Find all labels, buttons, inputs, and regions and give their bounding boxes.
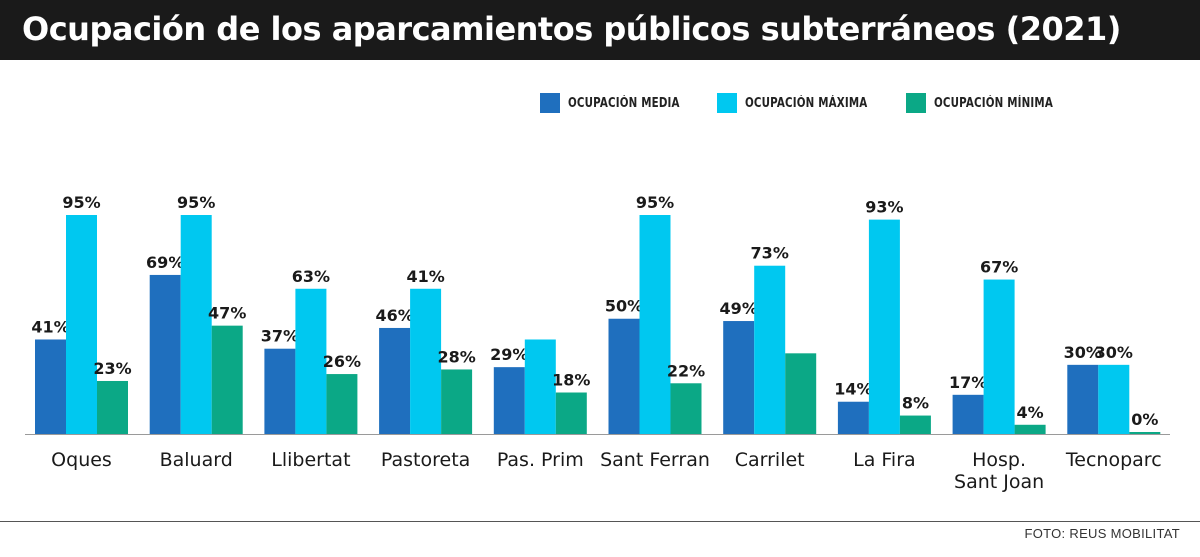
bar-carrilet-ocupacion-maxima <box>754 265 786 434</box>
data-label-la-fira-ocupacion-media: 14% <box>834 380 872 399</box>
data-label-pas-prim-ocupacion-media: 29% <box>490 345 528 364</box>
bar-la-fira-ocupacion-maxima <box>868 219 900 434</box>
data-label-pas-prim-ocupacion-minima: 18% <box>552 371 590 390</box>
photo-credit: FOTO: REUS MOBILITAT <box>1024 526 1180 541</box>
legend-label-media: OCUPACIÓN MEDIA <box>568 95 680 111</box>
data-label-pastoreta-ocupacion-maxima: 41% <box>406 267 444 286</box>
category-label-la-fira: La Fira <box>853 449 916 471</box>
bar-baluard-ocupacion-minima <box>211 325 243 434</box>
bar-tecnoparc-ocupacion-minima <box>1129 432 1161 434</box>
legend-swatch-maxima <box>716 93 737 113</box>
bar-pastoreta-ocupacion-minima <box>441 369 473 434</box>
data-label-carrilet-ocupacion-media: 49% <box>720 299 758 318</box>
data-label-sant-ferran-ocupacion-maxima: 95% <box>636 193 674 212</box>
bar-tecnoparc-ocupacion-maxima <box>1098 364 1130 434</box>
data-label-llibertat-ocupacion-media: 37% <box>261 327 299 346</box>
data-label-llibertat-ocupacion-maxima: 63% <box>292 267 330 286</box>
bar-hosp-sant-joan-ocupacion-media <box>952 394 984 434</box>
bar-pas-prim-ocupacion-maxima <box>524 339 556 434</box>
data-label-hosp-sant-joan-ocupacion-minima: 4% <box>1017 403 1044 422</box>
bar-baluard-ocupacion-maxima <box>180 215 212 434</box>
data-label-sant-ferran-ocupacion-minima: 22% <box>667 361 705 380</box>
category-label-pas-prim: Pas. Prim <box>497 449 584 471</box>
data-label-sant-ferran-ocupacion-media: 50% <box>605 297 643 316</box>
bar-pas-prim-ocupacion-media <box>493 367 525 434</box>
data-label-baluard-ocupacion-minima: 47% <box>208 304 246 323</box>
bar-carrilet-ocupacion-minima <box>785 353 817 434</box>
category-label-baluard: Baluard <box>160 449 233 471</box>
legend-label-minima: OCUPACIÓN MÍNIMA <box>934 95 1054 111</box>
category-label-sant-ferran: Sant Ferran <box>600 449 710 471</box>
chart-title: Ocupación de los aparcamientos públicos … <box>22 10 1121 48</box>
bar-hosp-sant-joan-ocupacion-minima <box>1014 424 1046 434</box>
bar-chart: 41% 95% 23% Oques 69% 95% 47% Baluard 37% 63% 26% L… <box>25 193 1170 493</box>
bar-oques-ocupacion-minima <box>97 380 128 434</box>
data-label-oques-ocupacion-media: 41% <box>31 317 69 336</box>
data-label-hosp-sant-joan-ocupacion-media: 17% <box>949 373 987 392</box>
bar-tecnoparc-ocupacion-media <box>1067 364 1099 434</box>
data-label-llibertat-ocupacion-minima: 26% <box>323 352 361 371</box>
bar-sant-ferran-ocupacion-minima <box>670 383 702 434</box>
bar-llibertat-ocupacion-minima <box>326 374 358 434</box>
category-label-oques: Oques <box>51 449 112 471</box>
category-label-carrilet: Carrilet <box>735 449 805 471</box>
bar-sant-ferran-ocupacion-maxima <box>639 215 671 434</box>
legend-item-maxima: OCUPACIÓN MÁXIMA <box>716 93 884 113</box>
data-label-la-fira-ocupacion-maxima: 93% <box>865 198 903 217</box>
legend-item-minima: OCUPACIÓN MÍNIMA <box>906 93 1069 113</box>
category-label-hosp-sant-joan: Hosp. Sant Joan <box>954 449 1044 493</box>
bar-llibertat-ocupacion-maxima <box>295 288 327 434</box>
bar-sant-ferran-ocupacion-media <box>608 318 640 434</box>
category-label-llibertat: Llibertat <box>271 449 350 471</box>
bar-hosp-sant-joan-ocupacion-maxima <box>983 279 1015 434</box>
bar-pastoreta-ocupacion-maxima <box>410 288 442 434</box>
category-label-tecnoparc: Tecnoparc <box>1065 449 1162 471</box>
legend-item-media: OCUPACIÓN MEDIA <box>540 93 695 113</box>
category-label-pastoreta: Pastoreta <box>381 449 470 471</box>
data-label-tecnoparc-ocupacion-minima: 0% <box>1131 410 1158 429</box>
bar-llibertat-ocupacion-media <box>264 348 296 434</box>
bar-la-fira-ocupacion-minima <box>899 415 931 434</box>
bar-la-fira-ocupacion-media <box>837 401 869 434</box>
data-label-pastoreta-ocupacion-media: 46% <box>375 306 413 325</box>
data-label-baluard-ocupacion-maxima: 95% <box>177 193 215 212</box>
bar-pastoreta-ocupacion-media <box>379 327 411 434</box>
legend-swatch-media <box>540 93 560 113</box>
bottom-rule <box>0 521 1200 522</box>
legend-label-maxima: OCUPACIÓN MÁXIMA <box>744 95 868 111</box>
bar-carrilet-ocupacion-media <box>723 321 755 434</box>
data-label-oques-ocupacion-maxima: 95% <box>62 193 100 212</box>
data-label-carrilet-ocupacion-maxima: 73% <box>751 244 789 263</box>
legend: OCUPACIÓN MEDIA OCUPACIÓN MÁXIMA OCUPACI… <box>540 92 1091 114</box>
bar-oques-ocupacion-maxima <box>66 215 97 434</box>
data-label-la-fira-ocupacion-minima: 8% <box>902 394 929 413</box>
legend-swatch-minima <box>906 93 927 113</box>
data-label-tecnoparc-ocupacion-media: 30% <box>1064 343 1102 362</box>
data-label-oques-ocupacion-minima: 23% <box>93 359 131 378</box>
data-label-tecnoparc-ocupacion-maxima: 30% <box>1095 343 1133 362</box>
bar-baluard-ocupacion-media <box>149 274 181 434</box>
title-bar: Ocupación de los aparcamientos públicos … <box>0 0 1200 60</box>
bar-pas-prim-ocupacion-minima <box>555 392 587 434</box>
data-label-baluard-ocupacion-media: 69% <box>146 253 184 272</box>
data-label-hosp-sant-joan-ocupacion-maxima: 67% <box>980 258 1018 277</box>
bar-oques-ocupacion-media <box>35 339 66 434</box>
data-label-pastoreta-ocupacion-minima: 28% <box>437 347 475 366</box>
